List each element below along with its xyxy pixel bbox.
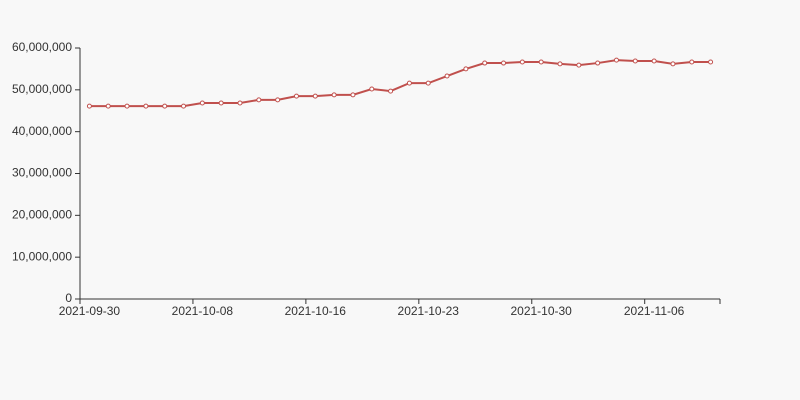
x-tick-label: 2021-10-08 (172, 304, 234, 318)
x-tick-label: 2021-11-06 (624, 304, 685, 318)
point (670, 61, 676, 67)
x-tick-label: 2021-10-16 (285, 304, 347, 318)
point (632, 58, 638, 64)
point (519, 59, 525, 65)
y-tick-label: 30,000,000 (12, 166, 72, 180)
point (651, 58, 657, 64)
point (501, 60, 507, 66)
point (256, 97, 262, 103)
point (463, 66, 469, 72)
point (576, 62, 582, 68)
point (162, 103, 168, 109)
y-tick-label: 20,000,000 (12, 208, 72, 222)
point (613, 57, 619, 63)
y-tick-label: 0 (65, 291, 72, 305)
point (444, 73, 450, 79)
point (538, 59, 544, 65)
point (181, 103, 187, 109)
y-tick-label: 50,000,000 (12, 82, 72, 96)
y-tick-label: 40,000,000 (12, 124, 72, 138)
x-tick-label: 2021-10-30 (510, 304, 572, 318)
point (425, 80, 431, 86)
point (199, 100, 205, 106)
point (105, 103, 111, 109)
point (86, 103, 92, 109)
point (275, 97, 281, 103)
point (406, 80, 412, 86)
point (388, 88, 394, 94)
point (369, 86, 375, 92)
point (237, 100, 243, 106)
line (89, 59, 711, 108)
point (124, 103, 130, 109)
point (595, 60, 601, 66)
y-tick-label: 60,000,000 (12, 40, 72, 54)
point (689, 59, 695, 65)
point (331, 92, 337, 98)
point (293, 93, 299, 99)
point (143, 103, 149, 109)
point (482, 60, 488, 66)
point (350, 92, 356, 98)
point (218, 100, 224, 106)
point (312, 93, 318, 99)
y-tick-label: 10,000,000 (12, 249, 72, 263)
x-tick-label: 2021-10-23 (398, 304, 460, 318)
x-tick-label: 2021-09-30 (59, 304, 121, 318)
point (557, 61, 563, 67)
point (708, 59, 714, 65)
